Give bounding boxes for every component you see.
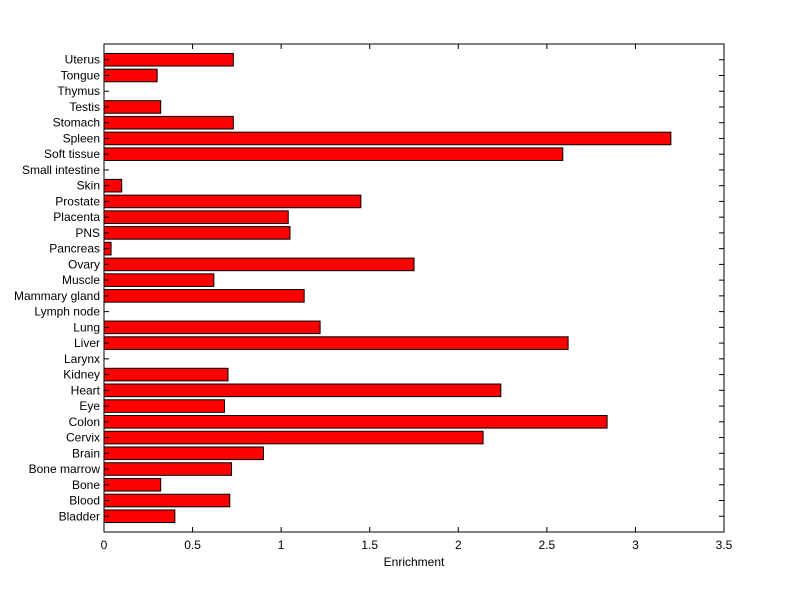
- bar-prostate: [103, 194, 362, 209]
- x-tick-label: 2.5: [539, 538, 556, 552]
- bar-liver: [103, 336, 569, 350]
- x-tick-label: 2: [455, 538, 462, 552]
- y-tick-label: Bone marrow: [29, 462, 101, 476]
- plot-frame: [103, 43, 725, 533]
- y-tick-label: Thymus: [57, 84, 100, 98]
- y-tick-label: Brain: [72, 446, 100, 460]
- bar-testis: [103, 100, 162, 114]
- x-axis-label: Enrichment: [384, 555, 445, 569]
- y-tick-label: Ovary: [68, 257, 100, 271]
- bar-bone: [103, 477, 162, 492]
- x-tick-label: 0.5: [184, 538, 201, 552]
- bar-spleen: [103, 131, 672, 146]
- bar-soft-tissue: [103, 147, 564, 161]
- y-tick-label: Heart: [71, 383, 101, 397]
- x-ticks-group: 0 0.5 1 1.5 2 2.5 3 3.5: [101, 44, 733, 552]
- y-tick-label: Tongue: [61, 68, 101, 82]
- bar-ovary: [103, 257, 415, 272]
- y-tick-label: Muscle: [62, 273, 100, 287]
- bars-group: [103, 52, 672, 524]
- y-tick-label: Lymph node: [34, 305, 100, 319]
- y-tick-label: Bone: [72, 478, 100, 492]
- x-tick-label: 1.5: [361, 538, 378, 552]
- y-tick-label: Testis: [69, 100, 100, 114]
- y-tick-label: Small intestine: [22, 163, 100, 177]
- x-tick-label: 1: [278, 538, 285, 552]
- y-tick-label: Liver: [74, 336, 100, 350]
- bar-heart: [103, 383, 502, 398]
- y-tick-label: Prostate: [55, 194, 100, 208]
- y-tick-label: Cervix: [66, 431, 100, 445]
- y-tick-label: Uterus: [65, 53, 100, 67]
- y-tick-label: Spleen: [63, 131, 100, 145]
- bar-placenta: [103, 210, 289, 224]
- y-tick-label: Colon: [69, 415, 100, 429]
- x-tick-label: 0: [101, 538, 108, 552]
- bar-mammary-gland: [103, 289, 305, 303]
- x-tick-label: 3.5: [716, 538, 733, 552]
- y-tick-label: Placenta: [53, 210, 100, 224]
- bar-kidney: [103, 367, 229, 382]
- y-tick-label: PNS: [75, 226, 100, 240]
- bar-uterus: [103, 52, 234, 67]
- bar-colon: [103, 415, 608, 429]
- x-tick-label: 3: [632, 538, 639, 552]
- y-tick-label: Bladder: [59, 509, 100, 523]
- bar-bone-marrow: [103, 462, 233, 476]
- y-tick-label: Lung: [73, 320, 100, 334]
- bar-cervix: [103, 430, 484, 445]
- bar-lung: [103, 320, 321, 335]
- y-tick-label: Mammary gland: [14, 289, 100, 303]
- bar-eye: [103, 399, 225, 413]
- y-tick-label: Kidney: [63, 368, 100, 382]
- bar-brain: [103, 446, 264, 461]
- y-tick-label: Skin: [77, 179, 100, 193]
- y-tick-label: Pancreas: [49, 242, 100, 256]
- y-tick-label: Stomach: [53, 116, 100, 130]
- bar-blood: [103, 493, 231, 508]
- y-tick-label: Blood: [69, 494, 100, 508]
- y-tick-label: Soft tissue: [44, 147, 100, 161]
- bar-muscle: [103, 273, 215, 287]
- y-tick-label: Eye: [79, 399, 100, 413]
- bar-pns: [103, 226, 291, 240]
- bar-bladder: [103, 509, 176, 524]
- bar-tongue: [103, 68, 158, 83]
- y-tick-label: Larynx: [64, 352, 100, 366]
- bar-stomach: [103, 115, 234, 130]
